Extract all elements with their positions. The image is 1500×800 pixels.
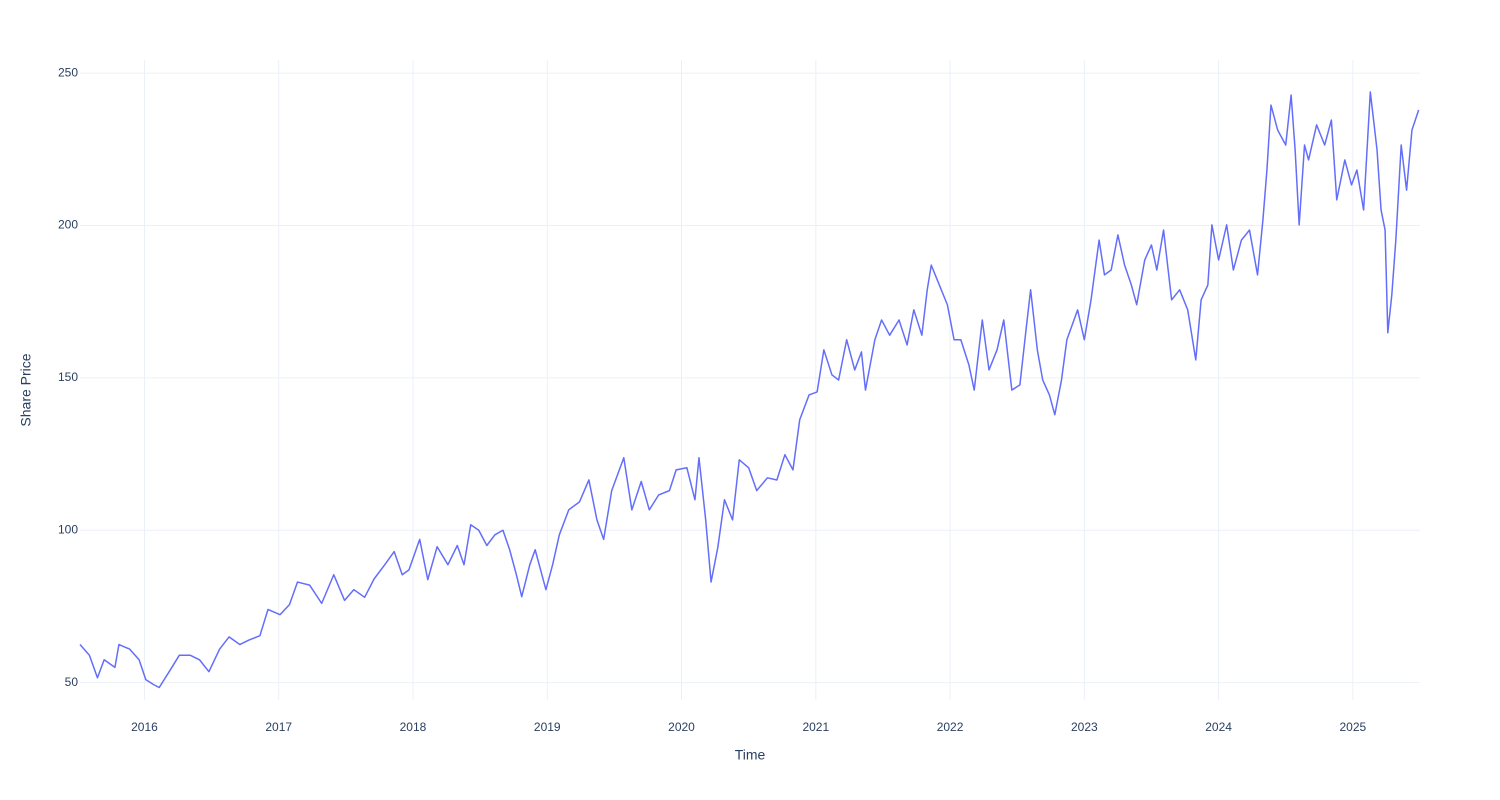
price-line <box>79 91 1420 689</box>
x-tick-label: 2023 <box>1071 720 1098 734</box>
x-tick-label: 2019 <box>534 720 561 734</box>
x-tick-label: 2025 <box>1340 720 1367 734</box>
x-tick-label: 2024 <box>1205 720 1232 734</box>
x-tick-label: 2020 <box>668 720 695 734</box>
y-tick-label: 100 <box>58 522 78 536</box>
x-tick-label: 2022 <box>937 720 964 734</box>
y-axis-title: Share Price <box>18 353 34 426</box>
y-tick-label: 250 <box>58 65 78 79</box>
x-tick-label: 2016 <box>131 720 158 734</box>
y-tick-label: 200 <box>58 218 78 232</box>
x-tick-label: 2018 <box>400 720 427 734</box>
y-tick-label: 150 <box>58 370 78 384</box>
x-tick-label: 2017 <box>265 720 292 734</box>
y-tick-label: 50 <box>65 675 79 689</box>
x-tick-label: 2021 <box>802 720 829 734</box>
x-axis-title: Time <box>735 747 766 763</box>
